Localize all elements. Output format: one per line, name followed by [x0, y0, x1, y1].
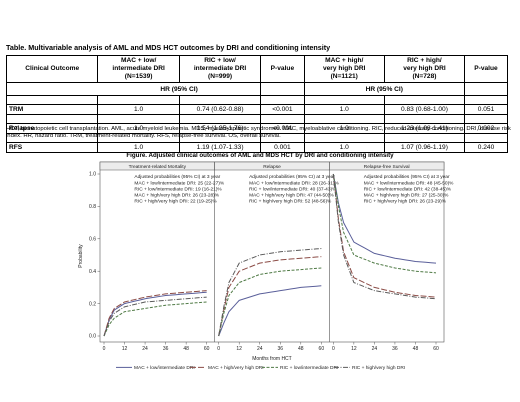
x-tick-label: 24 [142, 346, 148, 352]
cell-p2: 0.051 [463, 104, 509, 115]
series-line-3 [103, 296, 207, 337]
cell-ric-low: 0.74 (0.62-0.88) [178, 104, 262, 115]
x-tick-label: 60 [319, 346, 325, 352]
row-outcome: RFS [5, 142, 99, 153]
y-tick-label: 0.0 [89, 334, 96, 340]
panel-box-line: RIC + high/very high DRI: 26 (23-29)% [364, 199, 447, 205]
series-line-2 [218, 267, 322, 337]
table-row: Relapse 1.0 1.54 (1.35-1.76) <0.001 1.0 … [5, 123, 509, 134]
x-tick-label: 36 [163, 346, 169, 352]
cell-p1: <0.001 [260, 123, 305, 134]
figure-title: Figure. Adjusted clinical outcomes of AM… [126, 152, 394, 159]
panel-box-line: MAC + low/intermediate DRI: 48 (45-50)% [364, 181, 454, 187]
series-line-1 [332, 173, 437, 298]
series-line-0 [218, 285, 322, 337]
table-header-row: Clinical Outcome MAC + low/intermediate … [5, 55, 509, 83]
table-footnote: HCT, hematopoietic cell transplantation.… [6, 126, 511, 140]
hr-label-row: HR (95% CI) HR (95% CI) [5, 82, 509, 96]
x-tick-label: 0 [217, 346, 220, 352]
series-line-1 [103, 290, 207, 337]
cell-mac-low: 1.0 [97, 123, 180, 134]
legend-label: MAC + low/intermediate DRI [134, 365, 195, 371]
panel-title: Treatment-related Mortality [129, 164, 187, 170]
x-tick-label: 12 [236, 346, 242, 352]
panel-box-line: MAC + high/very high DRI: 26 (23-28)% [134, 193, 219, 199]
x-tick-label: 0 [332, 346, 335, 352]
panel-title: Relapse [263, 164, 281, 170]
header-pvalue-1: P-value [260, 55, 305, 83]
cell-mac-high: 1.0 [303, 123, 385, 134]
header-pvalue-2: P-value [463, 55, 509, 83]
hr-label-left: HR (95% CI) [97, 82, 262, 96]
y-tick-label: 0.2 [89, 301, 96, 307]
x-tick-label: 36 [277, 346, 283, 352]
y-axis-label: Probability [78, 244, 84, 268]
panel-box-title: Adjusted probabilities (95% CI) at 3 yea… [364, 174, 450, 180]
x-tick-label: 24 [257, 346, 263, 352]
panel-box-line: MAC + low/intermediate DRI: 28 (26-31)% [249, 181, 339, 187]
cell-ric-low: 1.19 (1.07-1.33) [178, 142, 262, 153]
table-title: Table. Multivariable analysis of AML and… [6, 43, 331, 52]
legend-label: MAC + high/very high DRI [208, 365, 264, 371]
header-mac-low: MAC + low/intermediate DRI (N=1539) [97, 55, 180, 83]
header-clinical-outcome: Clinical Outcome [5, 55, 99, 83]
x-tick-label: 60 [204, 346, 210, 352]
x-tick-label: 48 [413, 346, 419, 352]
cell-mac-high: 1.0 [303, 104, 385, 115]
panel-title: Relapse-free Survival [364, 164, 410, 170]
y-tick-label: 1.0 [89, 172, 96, 178]
panel-box-line: RIC + low/intermediate DRI: 40 (37-43)% [249, 187, 337, 193]
table-row: RFS 1.0 1.19 (1.07-1.33) 0.001 1.0 1.07 … [5, 142, 509, 153]
series-line-2 [103, 301, 207, 337]
cell-p1: 0.001 [260, 142, 305, 153]
x-tick-label: 48 [183, 346, 189, 352]
series-line-3 [332, 173, 437, 300]
header-mac-high: MAC + high/very high DRI (N=1121) [303, 55, 385, 83]
cell-p2: 0.002 [463, 123, 509, 134]
panel-box-line: MAC + low/intermediate DRI: 25 (22-27)% [134, 181, 224, 187]
results-table: Clinical Outcome MAC + low/intermediate … [5, 55, 509, 153]
x-tick-label: 36 [392, 346, 398, 352]
x-tick-label: 0 [103, 346, 106, 352]
cell-p1: <0.001 [260, 104, 305, 115]
x-tick-label: 48 [298, 346, 304, 352]
cell-ric-high: 0.83 (0.68-1.00) [383, 104, 465, 115]
header-ric-high: RIC + high/very high DRI (N=728) [383, 55, 465, 83]
panel-box-line: RIC + high/very high DRI: 22 (19-25)% [134, 199, 217, 205]
panel-box-line: RIC + low/intermediate DRI: 42 (38-45)% [364, 187, 452, 193]
series-line-0 [332, 173, 437, 264]
panel-box-line: RIC + high/very high DRI: 52 (48-56)% [249, 199, 332, 205]
outcomes-figure: 1.0 0.8 0.6 0.4 0.2 0.0 Probability Treatment-r… [78, 161, 454, 371]
cell-ric-high: 1.07 (0.96-1.19) [383, 142, 465, 153]
cell-mac-high: 1.0 [303, 142, 385, 153]
cell-ric-high: 1.23 (1.08-1.41) [383, 123, 465, 134]
header-ric-low: RIC + low/intermediate DRI (N=999) [178, 55, 262, 83]
y-tick-label: 0.4 [89, 269, 96, 275]
x-tick-label: 24 [372, 346, 378, 352]
legend-label: RIC + low/intermediate DRI [280, 365, 338, 371]
table-row: TRM 1.0 0.74 (0.62-0.88) <0.001 1.0 0.83… [5, 104, 509, 115]
cell-p2: 0.240 [463, 142, 509, 153]
panel-box-title: Adjusted probabilities (95% CI) at 3 yea… [249, 174, 335, 180]
cell-mac-low: 1.0 [97, 104, 180, 115]
row-outcome: TRM [5, 104, 99, 115]
series-line-3 [218, 248, 322, 337]
panel-box-line: RIC + low/intermediate DRI: 19 (16-21)% [134, 187, 222, 193]
panel-box-line: MAC + high/very high DRI: 27 (25-30)% [364, 193, 449, 199]
series-line-2 [332, 173, 437, 274]
y-tick-label: 0.6 [89, 237, 96, 243]
panel-box-title: Adjusted probabilities (95% CI) at 3 yea… [134, 174, 220, 180]
panel-box-line: MAC + high/very high DRI: 47 (44-50)% [249, 193, 334, 199]
legend-label: RIC + high/very high DRI [352, 365, 405, 371]
series-line-0 [103, 291, 207, 337]
x-tick-label: 12 [122, 346, 128, 352]
y-tick-label: 0.8 [89, 204, 96, 210]
x-tick-label: 12 [351, 346, 357, 352]
x-axis-label: Months from HCT [252, 356, 291, 362]
cell-mac-low: 1.0 [97, 142, 180, 153]
hr-label-right: HR (95% CI) [303, 82, 465, 96]
x-tick-label: 60 [433, 346, 439, 352]
series-line-1 [218, 256, 322, 337]
